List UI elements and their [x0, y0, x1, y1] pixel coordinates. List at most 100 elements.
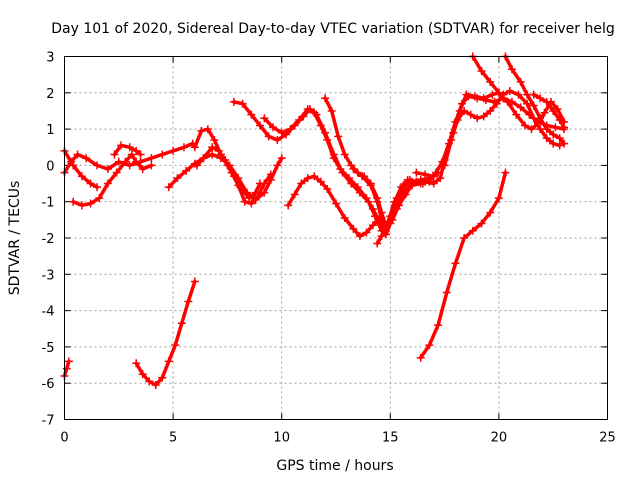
data-point-marker: [362, 194, 371, 203]
data-point-marker: [416, 353, 425, 362]
data-point-marker: [397, 183, 406, 192]
data-point-marker: [229, 97, 238, 106]
series-line: [423, 89, 562, 186]
data-point-marker: [132, 157, 141, 166]
y-tick-label: -6: [42, 377, 55, 392]
data-point-marker: [362, 228, 371, 237]
chart-title: Day 101 of 2020, Sidereal Day-to-day VTE…: [51, 21, 614, 37]
data-point-marker: [284, 201, 293, 210]
data-point-marker: [501, 168, 510, 177]
x-tick-label: 25: [599, 431, 616, 446]
data-point-marker: [125, 143, 134, 152]
data-point-marker: [323, 135, 332, 144]
data-point-marker: [199, 154, 208, 163]
data-point-marker: [182, 166, 191, 175]
data-point-marker: [277, 154, 286, 163]
data-point-marker: [184, 297, 193, 306]
data-point-marker: [512, 110, 521, 119]
data-point-marker: [245, 194, 254, 203]
data-point-marker: [177, 319, 186, 328]
data-point-marker: [460, 234, 469, 242]
series-s5: [60, 357, 73, 380]
data-point-marker: [121, 157, 130, 166]
data-point-marker: [190, 143, 199, 152]
data-point-marker: [353, 183, 362, 192]
data-point-marker: [221, 155, 230, 164]
data-point-marker: [77, 201, 86, 210]
data-point-marker: [403, 175, 412, 184]
data-point-marker: [147, 161, 156, 170]
data-point-marker: [516, 77, 525, 86]
series-s12: [284, 172, 384, 241]
data-point-marker: [466, 110, 475, 119]
data-point-marker: [514, 90, 523, 99]
data-point-marker: [555, 116, 564, 125]
data-point-marker: [368, 221, 377, 230]
data-point-marker: [536, 114, 545, 123]
data-point-marker: [125, 161, 134, 170]
x-tick-label: 5: [169, 431, 177, 446]
data-point-marker: [366, 181, 375, 190]
data-point-marker: [132, 146, 141, 155]
data-point-marker: [473, 114, 482, 123]
data-point-marker: [384, 217, 393, 226]
data-point-marker: [442, 288, 451, 297]
data-point-marker: [542, 97, 551, 106]
data-point-marker: [436, 174, 445, 183]
series-line: [262, 107, 432, 233]
data-point-marker: [210, 135, 219, 144]
data-point-marker: [197, 126, 206, 135]
data-point-marker: [151, 381, 160, 390]
series-s3: [69, 150, 156, 210]
data-point-marker: [260, 188, 269, 197]
data-point-marker: [553, 105, 562, 114]
y-axis-label: SDTVAR / TECUs: [7, 181, 23, 296]
data-point-marker: [208, 143, 217, 152]
y-tick-label: 2: [46, 87, 54, 102]
series-s22: [416, 168, 510, 362]
x-tick-label: 15: [382, 431, 399, 446]
data-point-marker: [505, 86, 514, 95]
data-point-marker: [264, 132, 273, 141]
data-point-marker: [549, 139, 558, 148]
data-point-marker: [488, 90, 497, 99]
data-point-marker: [507, 65, 516, 74]
data-point-marker: [492, 99, 501, 108]
data-point-marker: [468, 226, 477, 235]
data-point-marker: [377, 232, 386, 241]
data-point-marker: [529, 90, 538, 99]
data-point-marker: [247, 110, 256, 119]
data-point-marker: [164, 183, 173, 192]
data-point-marker: [145, 377, 154, 386]
data-point-marker: [277, 128, 286, 137]
data-point-marker: [234, 181, 243, 190]
data-point-marker: [69, 197, 78, 206]
data-point-marker: [103, 179, 112, 188]
data-point-marker: [332, 199, 340, 208]
data-point-marker: [494, 88, 503, 97]
data-point-marker: [542, 134, 551, 143]
data-point-marker: [77, 172, 86, 181]
data-point-marker: [93, 183, 102, 192]
data-point-marker: [208, 150, 217, 159]
data-point-marker: [334, 132, 343, 141]
data-point-marker: [412, 168, 421, 177]
data-point-marker: [73, 150, 82, 159]
data-point-marker: [255, 121, 264, 130]
data-point-marker: [516, 103, 525, 112]
data-point-marker: [486, 77, 495, 86]
data-point-marker: [227, 168, 236, 177]
data-point-marker: [203, 125, 212, 134]
data-point-marker: [471, 92, 480, 101]
data-point-marker: [310, 172, 319, 181]
data-point-marker: [266, 170, 275, 179]
data-point-marker: [323, 184, 332, 193]
data-point-marker: [503, 97, 512, 106]
data-point-marker: [421, 177, 430, 186]
data-point-marker: [390, 197, 399, 206]
y-tick-label: -1: [42, 196, 55, 211]
y-tick-label: -2: [42, 232, 55, 247]
x-tick-label: 10: [273, 431, 290, 446]
series-s14: [349, 165, 421, 239]
data-point-marker: [93, 161, 102, 170]
